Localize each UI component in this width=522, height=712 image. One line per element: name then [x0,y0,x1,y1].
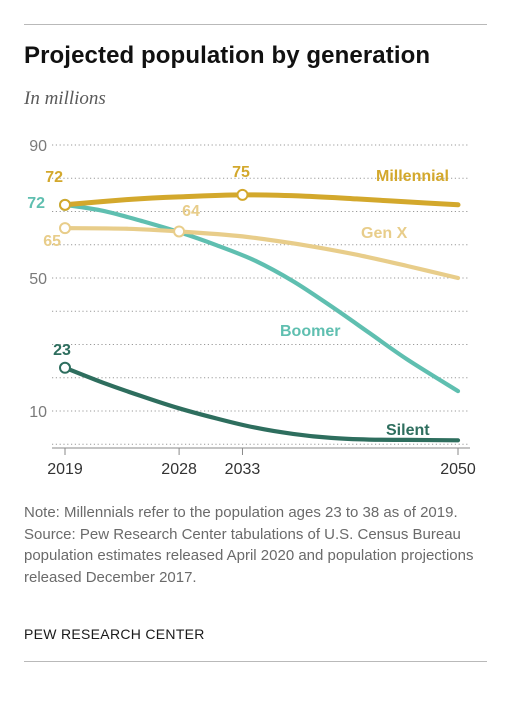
series-line-millennial [62,192,461,208]
x-tick-label: 2033 [225,461,261,478]
series-label: Silent [386,422,430,439]
series-line-gen-x [62,226,461,281]
top-rule [24,24,487,25]
bottom-rule [24,661,487,662]
data-label: 72 [45,169,63,186]
data-label: 65 [43,233,61,250]
y-tick-label: 10 [29,404,47,421]
series-line-silent [62,365,461,443]
chart-notes: Note: Millennials refer to the populatio… [24,502,484,588]
grid-lines [52,144,470,449]
data-label: 72 [27,195,45,212]
chart-title: Projected population by generation [24,42,431,69]
organization-name: PEW RESEARCH CENTER [24,626,205,642]
data-label: 64 [182,203,200,220]
chart-subtitle: In millions [24,88,106,109]
series-label: Gen X [361,225,408,242]
x-tick-label: 2028 [161,461,197,478]
series-label: Millennial [376,168,449,185]
data-label: 75 [232,164,250,181]
x-tick-label: 2019 [47,461,83,478]
source-text: Source: Pew Research Center tabulations … [24,525,474,586]
data-point-marker [59,198,71,211]
data-label: 23 [53,342,71,359]
line-chart: 10 50 90 2019 2028 2033 2050 23 Silent 72 Boomer 6… [27,138,476,478]
x-tick-label: 2050 [440,461,476,478]
series-line-boomer [62,202,461,394]
chart-labels: 23 Silent 72 Boomer 65 64 Gen X 72 75 Millennial [27,164,449,439]
y-tick-label: 50 [29,271,47,288]
data-point-marker [236,188,249,201]
note-text: Note: Millennials refer to the populatio… [24,504,458,521]
point-markers [59,188,249,374]
data-point-marker [173,225,186,238]
axis-ticks: 10 50 90 2019 2028 2033 2050 [29,138,476,478]
data-point-marker [59,222,71,235]
data-point-marker [59,361,71,374]
y-tick-label: 90 [29,138,47,155]
series-label: Boomer [280,323,340,340]
series-lines [62,192,461,443]
